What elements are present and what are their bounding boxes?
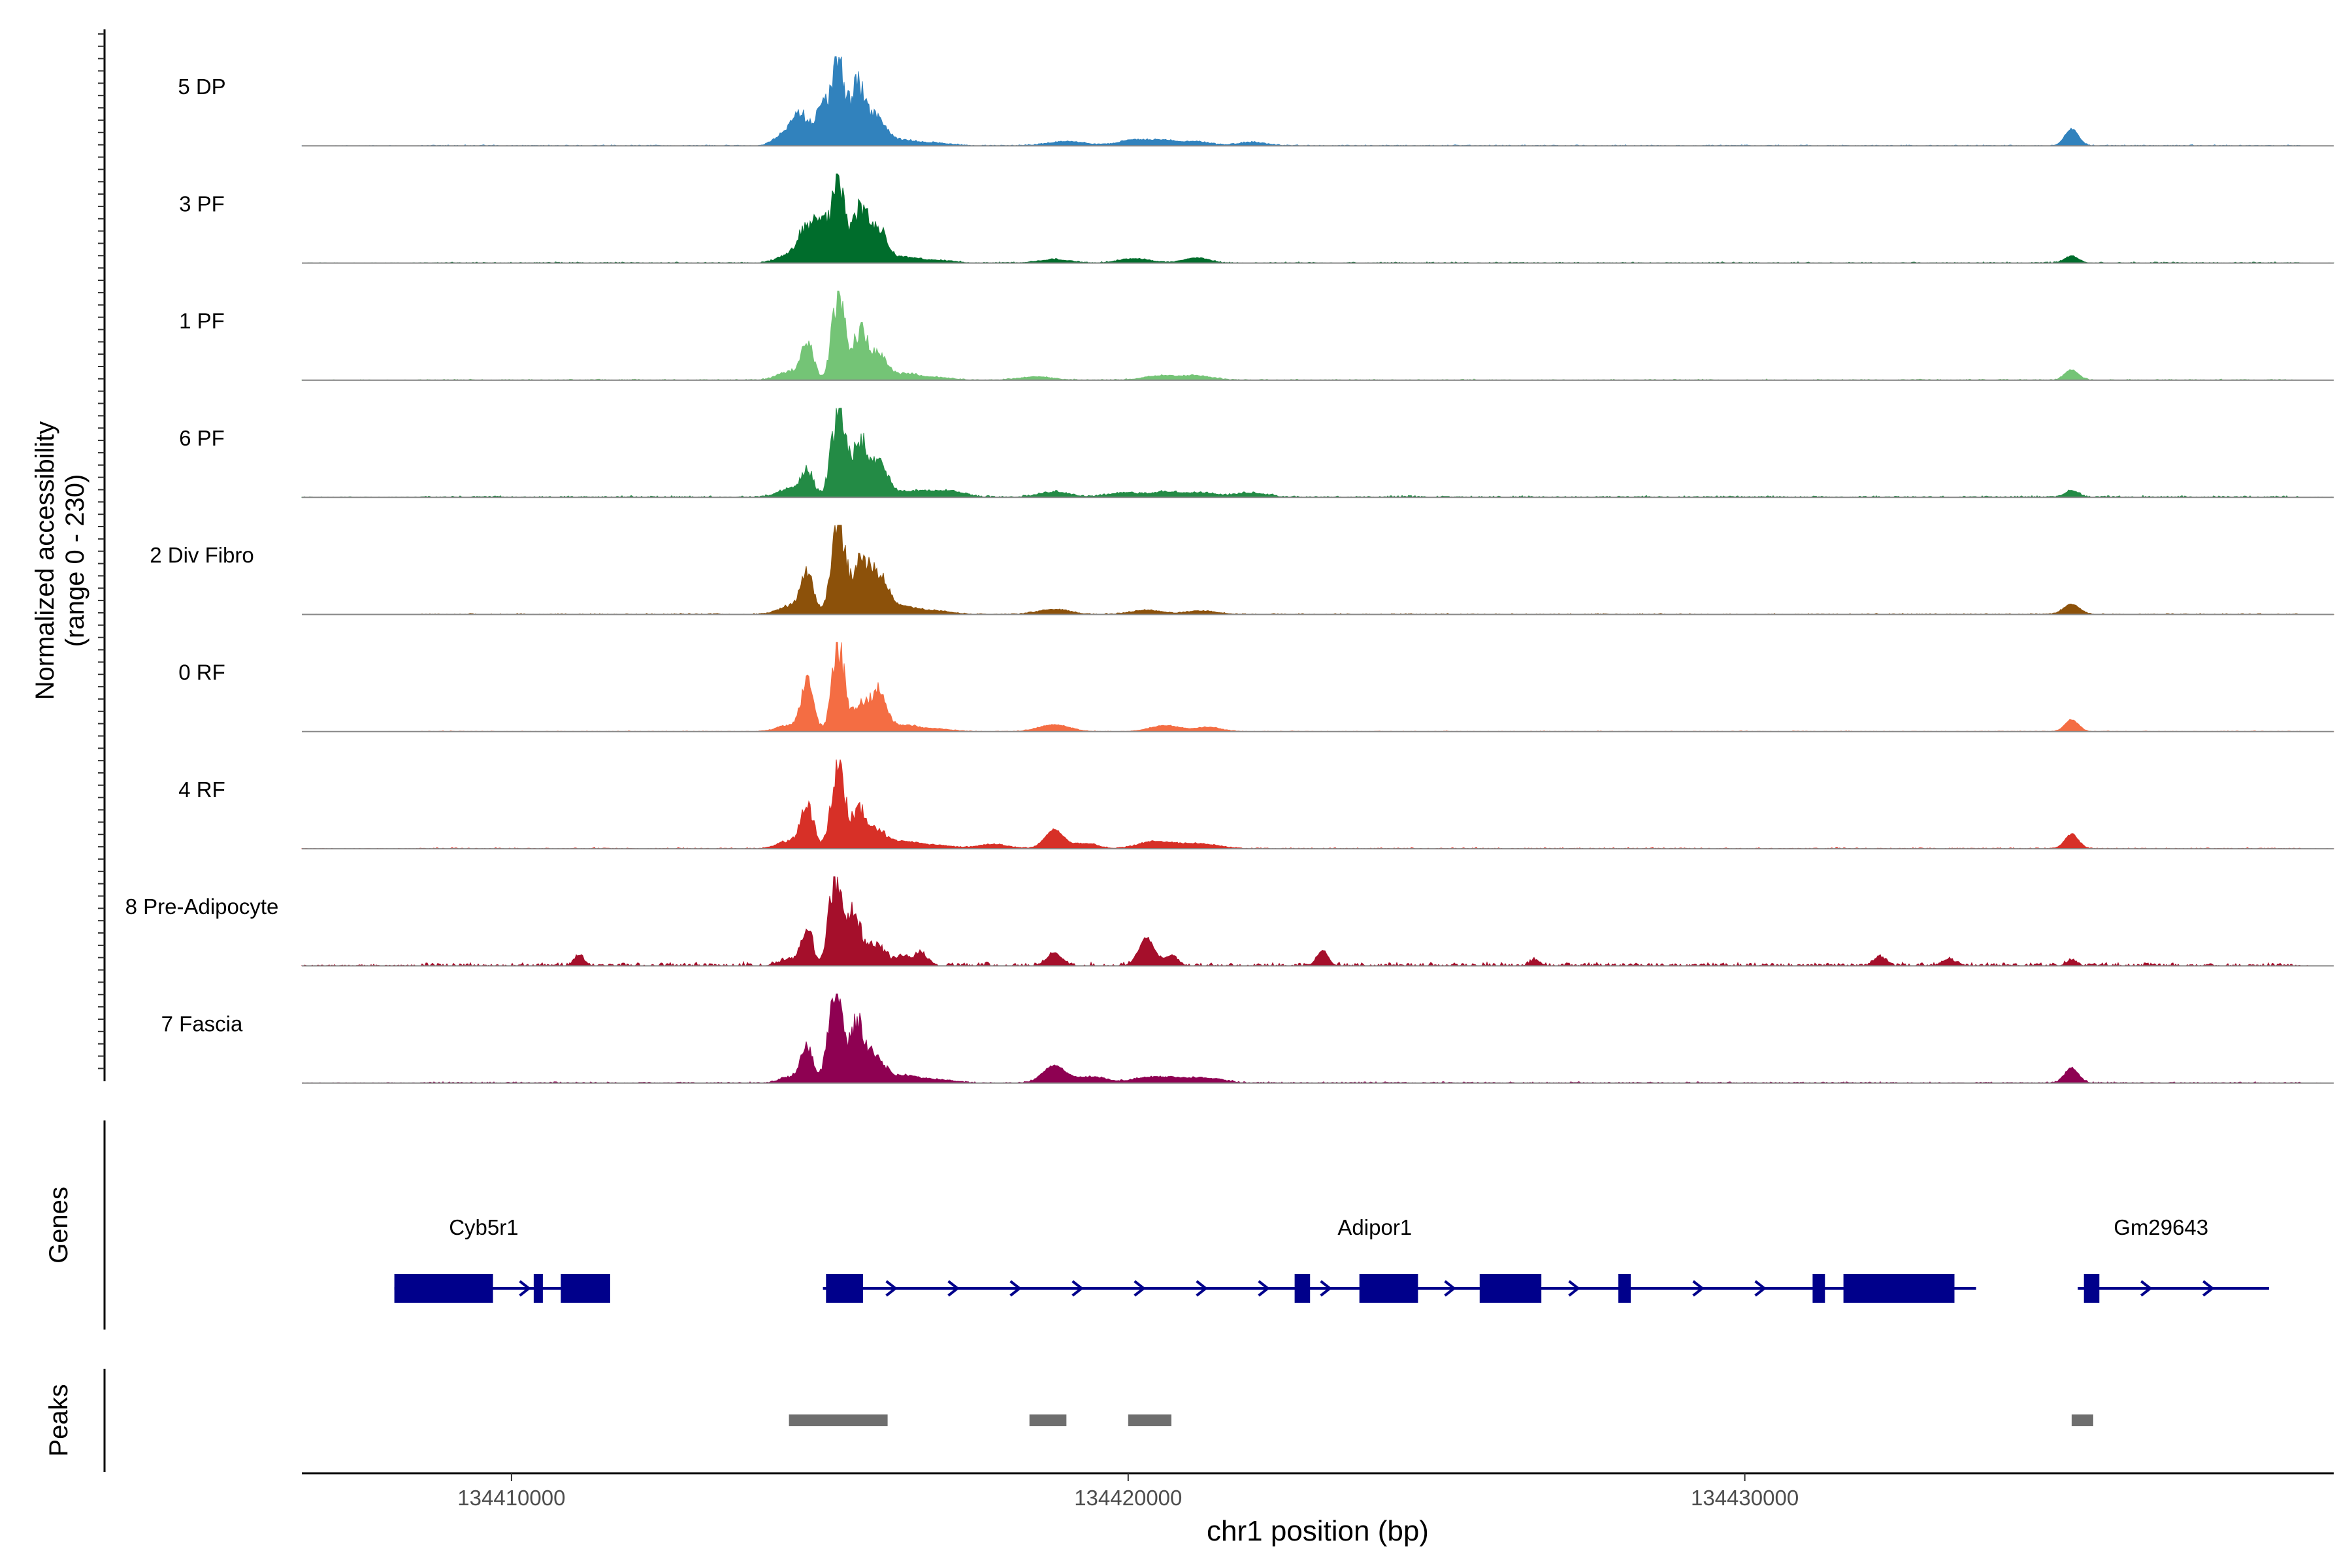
gene-label: Adipor1 xyxy=(1337,1215,1412,1239)
exon xyxy=(533,1274,543,1303)
track-1-pf xyxy=(301,290,2334,381)
track-labels: 5 DP 3 PF 1 PF 6 PF 2 Div Fibro 0 RF 4 RF 8 Pre… xyxy=(125,74,279,1036)
coverage-area-6-pf xyxy=(301,408,2334,498)
coverage-area-3-pf xyxy=(302,173,2334,264)
x-axis: 134410000 134420000 134430000 chr1 positio… xyxy=(302,1472,2334,1547)
peak-region xyxy=(789,1414,888,1426)
strand-arrow xyxy=(2140,1280,2153,1297)
strand-arrow xyxy=(1258,1280,1270,1297)
gene-gm29643: Gm29643 xyxy=(2078,1215,2269,1303)
exon xyxy=(394,1274,493,1303)
gene-label: Gm29643 xyxy=(2114,1215,2208,1239)
strand-arrow xyxy=(1196,1280,1208,1297)
coverage-area-5-dp xyxy=(301,56,2334,146)
gene-cyb5r1: Cyb5r1 xyxy=(394,1215,610,1303)
y-axis-label-line1: Normalized accessibility xyxy=(31,421,59,700)
exon xyxy=(826,1274,863,1303)
track-3-pf xyxy=(302,173,2334,264)
strand-arrow xyxy=(1071,1280,1084,1297)
coverage-area-4-rf xyxy=(301,759,2334,849)
strand-arrow xyxy=(1444,1280,1456,1297)
gene-models: Cyb5r1 Adipor1 Gm29643 xyxy=(394,1215,2269,1303)
x-tick-label: 134430000 xyxy=(1691,1486,1799,1510)
x-tick-label: 134410000 xyxy=(457,1486,565,1510)
exon xyxy=(1294,1274,1311,1303)
strand-arrow xyxy=(1320,1280,1332,1297)
strand-arrow xyxy=(885,1280,898,1297)
peaks-panel: Peaks xyxy=(44,1369,2093,1472)
strand-arrow xyxy=(1754,1280,1767,1297)
coverage-area-2-div-fibro xyxy=(301,525,2334,615)
track-label: 6 PF xyxy=(179,426,225,450)
exon xyxy=(1812,1274,1825,1303)
coverage-tracks xyxy=(301,56,2334,1084)
x-axis-label: chr1 position (bp) xyxy=(1207,1515,1429,1547)
track-label: 8 Pre-Adipocyte xyxy=(125,894,279,919)
strand-arrow xyxy=(1134,1280,1146,1297)
peak-region xyxy=(1029,1414,1067,1426)
coverage-area-1-pf xyxy=(301,290,2334,381)
track-6-pf xyxy=(301,408,2334,498)
track-label: 7 Fascia xyxy=(161,1011,243,1036)
y-axis-label-line2: (range 0 - 230) xyxy=(61,474,90,647)
strand-arrow xyxy=(1692,1280,1705,1297)
track-label: 0 RF xyxy=(178,661,225,685)
exon xyxy=(1618,1274,1631,1303)
track-label: 4 RF xyxy=(178,777,225,802)
track-label: 5 DP xyxy=(178,74,225,99)
peak-regions xyxy=(789,1414,2093,1426)
genes-panel: Genes Cyb5r1 Adipor1 Gm29643 xyxy=(44,1120,2269,1330)
gene-adipor1: Adipor1 xyxy=(823,1215,1976,1303)
track-label: 3 PF xyxy=(179,191,225,216)
coverage-area-8-pre-adipocyte xyxy=(301,876,2334,967)
y-axis: Normalized accessibility (range 0 - 230) xyxy=(31,29,106,1081)
strand-arrow xyxy=(519,1280,531,1297)
coverage-area-0-rf xyxy=(301,642,2334,732)
genes-panel-label: Genes xyxy=(44,1186,73,1264)
exon xyxy=(1359,1274,1418,1303)
gene-label: Cyb5r1 xyxy=(449,1215,518,1239)
exon xyxy=(1843,1274,1955,1303)
strand-arrow xyxy=(2202,1280,2215,1297)
track-4-rf xyxy=(301,759,2334,850)
peak-region xyxy=(1128,1414,1171,1426)
exon xyxy=(1479,1274,1542,1303)
peaks-panel-label: Peaks xyxy=(44,1384,73,1456)
track-5-dp xyxy=(301,56,2334,147)
coverage-area-7-fascia xyxy=(301,993,2334,1084)
x-axis-ticks: 134410000 134420000 134430000 xyxy=(457,1473,1799,1510)
strand-arrow xyxy=(1009,1280,1022,1297)
y-axis-ticks xyxy=(98,33,105,1070)
strand-arrow xyxy=(1568,1280,1580,1297)
x-tick-label: 134420000 xyxy=(1074,1486,1182,1510)
track-2-div-fibro xyxy=(301,525,2334,615)
peak-region xyxy=(2071,1414,2093,1426)
track-label: 1 PF xyxy=(179,309,225,333)
exon xyxy=(561,1274,610,1303)
track-0-rf xyxy=(301,642,2334,732)
strand-arrow xyxy=(947,1280,960,1297)
exon xyxy=(2083,1274,2100,1303)
track-8-pre-adipocyte xyxy=(301,876,2334,967)
track-7-fascia xyxy=(301,993,2334,1084)
track-label: 2 Div Fibro xyxy=(150,543,254,567)
